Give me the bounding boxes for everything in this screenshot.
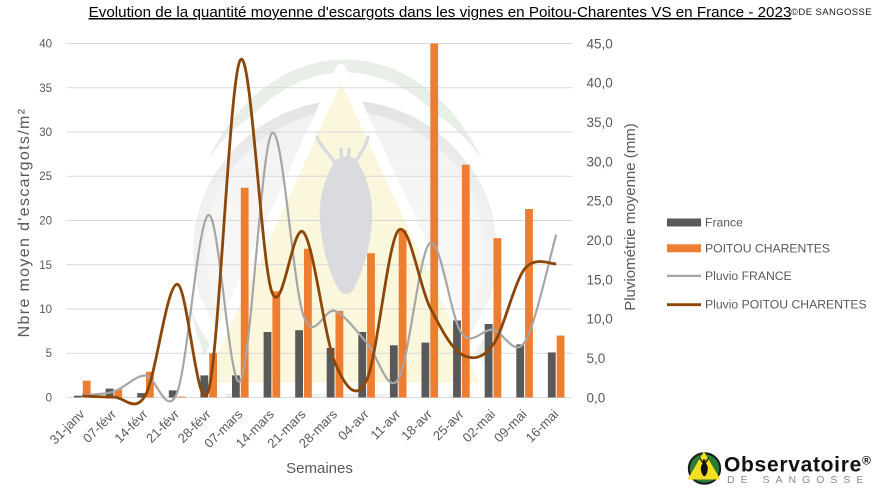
svg-text:0,0: 0,0 <box>587 390 606 405</box>
svg-text:20: 20 <box>39 216 52 228</box>
svg-text:40,0: 40,0 <box>587 76 613 91</box>
svg-text:45,0: 45,0 <box>587 36 613 51</box>
svg-text:15: 15 <box>39 260 52 272</box>
svg-text:DE SANGOSSE: DE SANGOSSE <box>727 474 869 486</box>
svg-text:France: France <box>705 216 743 230</box>
svg-text:35: 35 <box>39 83 52 95</box>
svg-text:35,0: 35,0 <box>587 115 613 130</box>
svg-text:30,0: 30,0 <box>587 154 613 169</box>
svg-text:5: 5 <box>46 348 52 360</box>
svg-text:Observatoire®: Observatoire® <box>724 454 872 477</box>
svg-text:Pluvio FRANCE: Pluvio FRANCE <box>705 269 792 283</box>
svg-text:0: 0 <box>46 393 52 405</box>
svg-text:40: 40 <box>39 39 52 51</box>
svg-text:POITOU CHARENTES: POITOU CHARENTES <box>705 241 830 255</box>
svg-text:5,0: 5,0 <box>587 351 606 366</box>
svg-text:Pluviométrie moyenne (mm): Pluviométrie moyenne (mm) <box>622 123 639 311</box>
svg-text:30: 30 <box>39 127 52 139</box>
svg-text:©DE SANGOSSE: ©DE SANGOSSE <box>791 7 872 18</box>
svg-text:25,0: 25,0 <box>587 194 613 209</box>
svg-text:25: 25 <box>39 171 52 183</box>
svg-text:10,0: 10,0 <box>587 312 613 327</box>
svg-text:Evolution de la quantité moyen: Evolution de la quantité moyenne d'escar… <box>89 4 792 21</box>
svg-text:Pluvio POITOU CHARENTES: Pluvio POITOU CHARENTES <box>705 298 867 312</box>
svg-text:Semaines: Semaines <box>286 460 353 477</box>
svg-text:10: 10 <box>39 304 52 316</box>
svg-text:20,0: 20,0 <box>587 233 613 248</box>
svg-text:15,0: 15,0 <box>587 272 613 287</box>
svg-text:Nbre moyen d'escargots/m²: Nbre moyen d'escargots/m² <box>16 108 33 338</box>
